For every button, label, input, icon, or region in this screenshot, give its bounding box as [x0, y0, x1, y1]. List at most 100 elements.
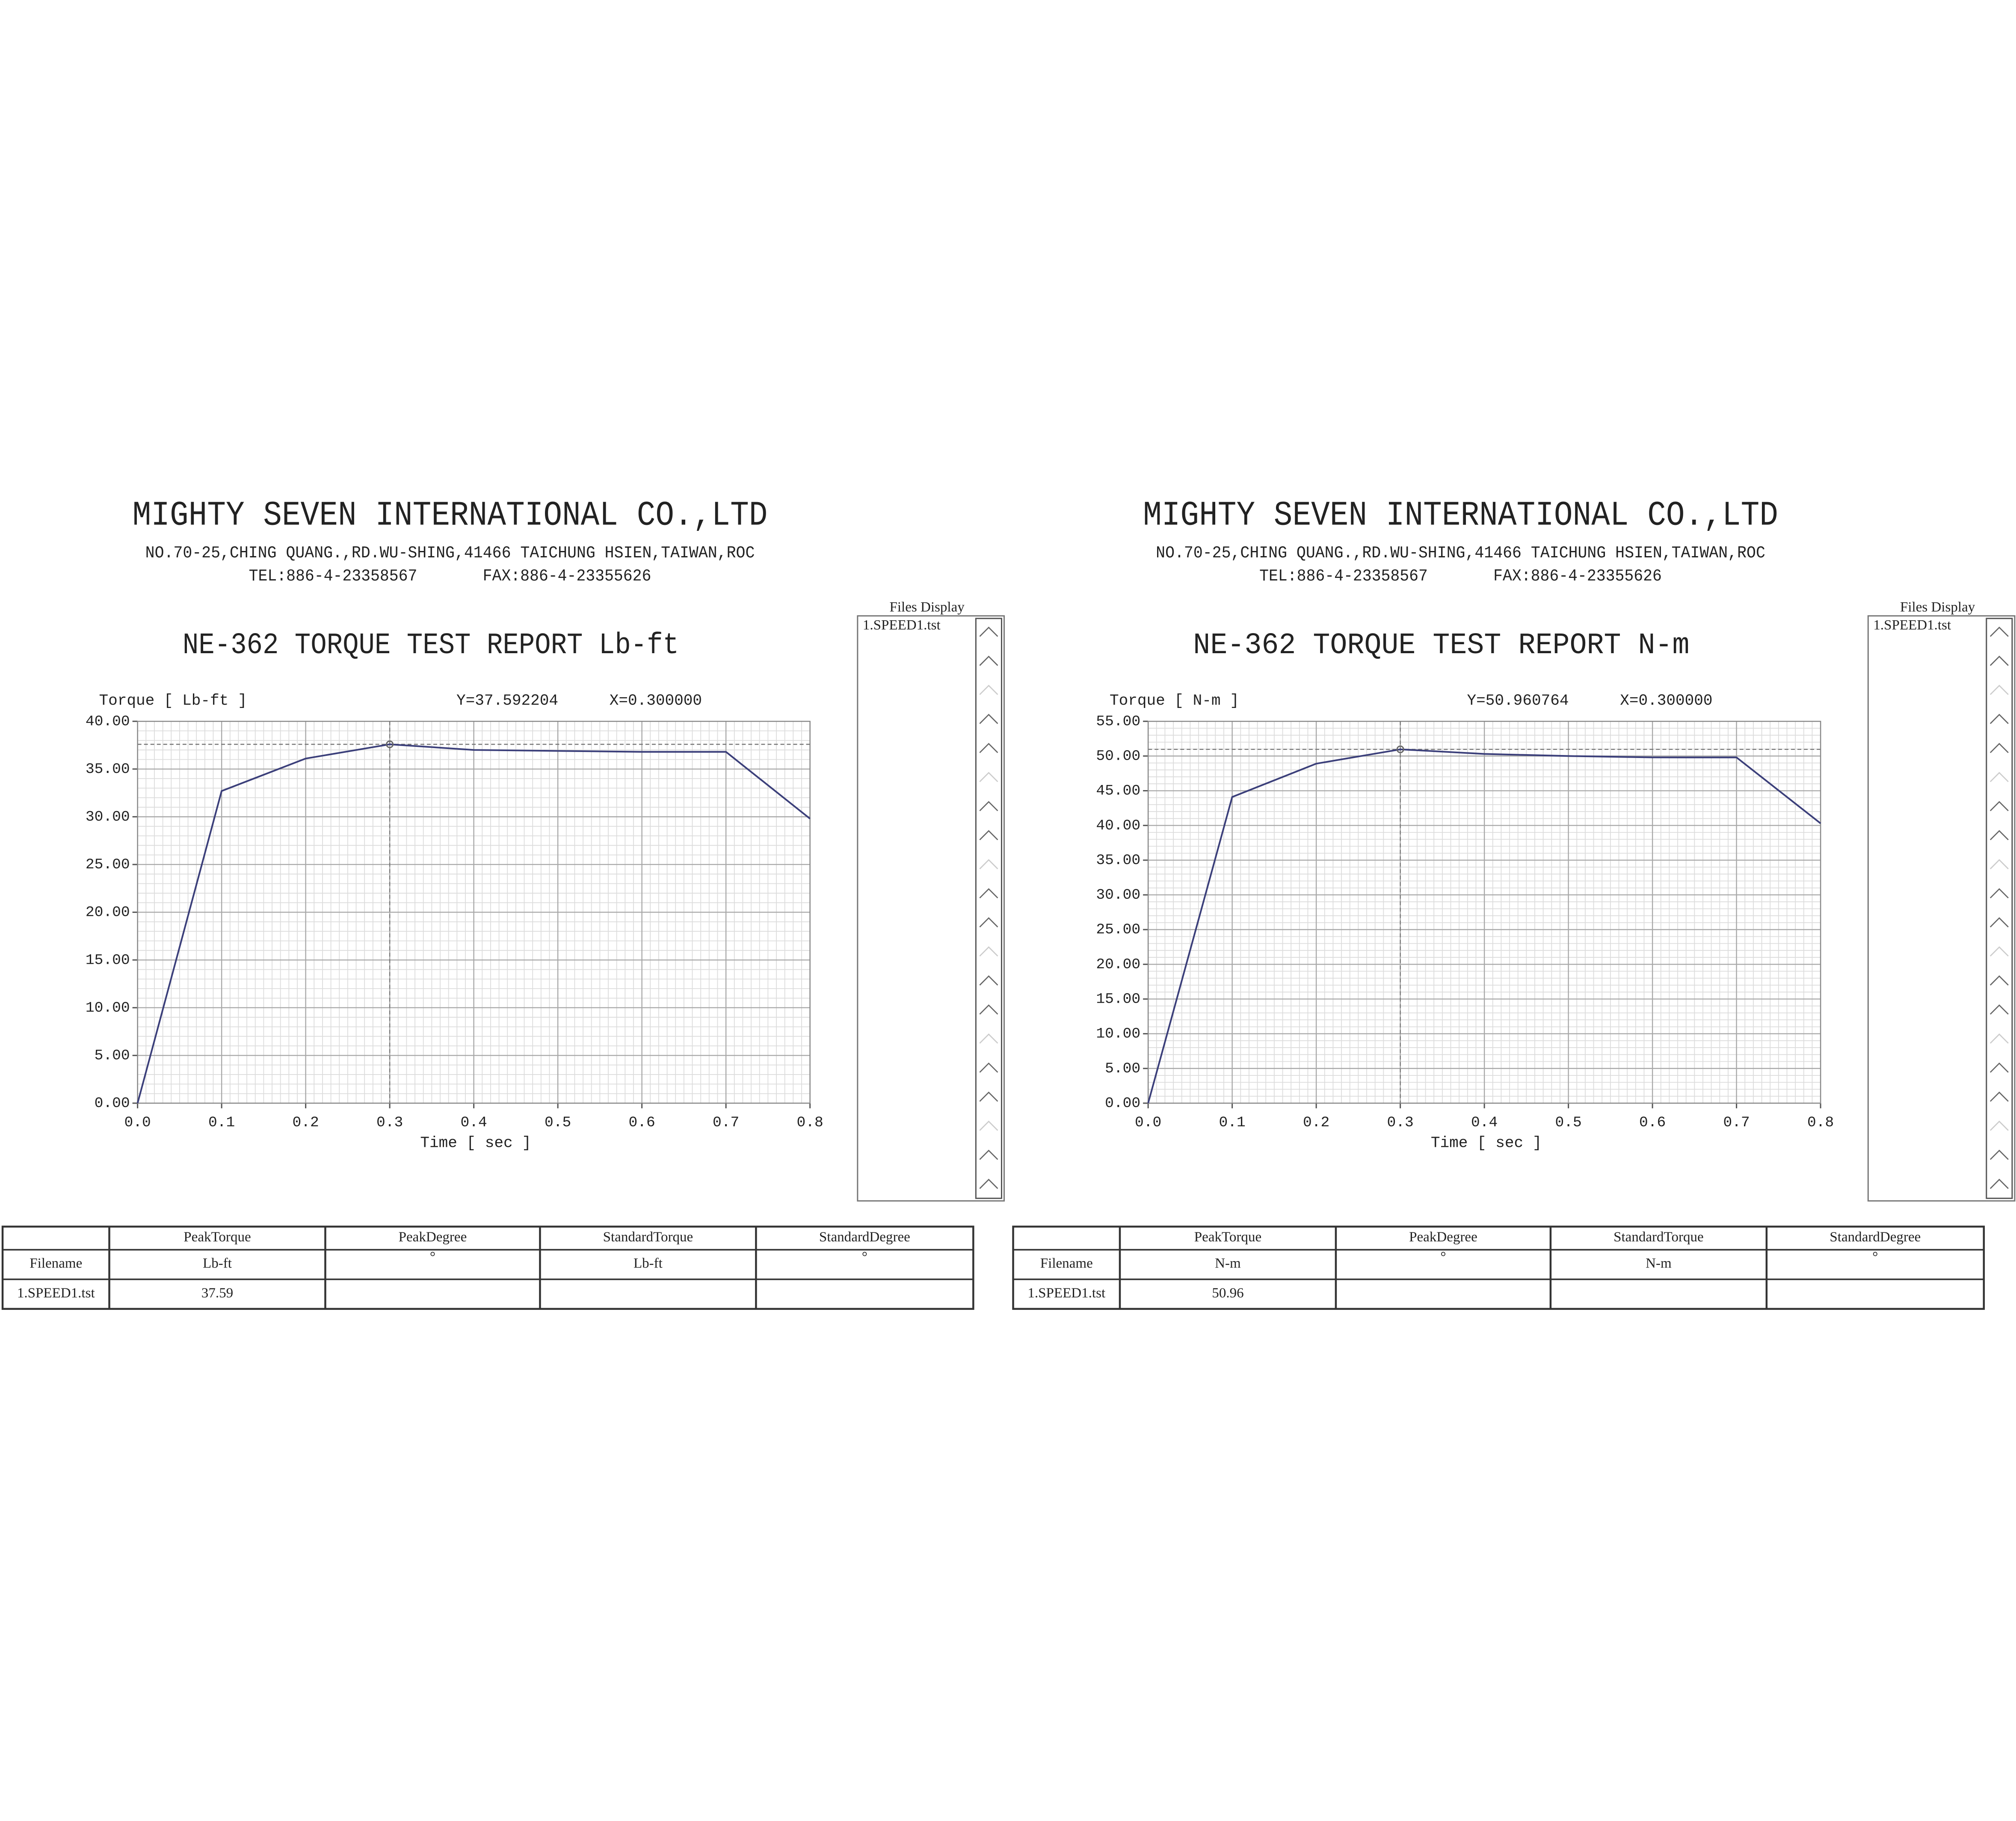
scroll-chevron [979, 888, 998, 899]
x-tick-label: 0.3 [376, 1114, 403, 1131]
x-tick-label: 0.0 [1135, 1114, 1161, 1131]
y-tick-label: 20.00 [1096, 956, 1140, 973]
scroll-chevron [1989, 655, 2009, 666]
chart-title: NE-362 TORQUE TEST REPORT N-m [1193, 628, 1689, 662]
x-tick-label: 0.1 [1219, 1114, 1246, 1131]
scroll-chevron [979, 830, 998, 841]
y-tick-label: 40.00 [86, 713, 130, 730]
unit-cell: Lb-ft [634, 1256, 663, 1271]
report-panel: MIGHTY SEVEN INTERNATIONAL CO.,LTD NO.70-… [1, 496, 1005, 1310]
table-cell: 1.SPEED1.tst [17, 1285, 95, 1301]
address: NO.70-25,CHING QUANG.,RD.WU-SHING,41466 … [145, 543, 755, 563]
x-tick-label: 0.2 [1303, 1114, 1329, 1131]
scroll-chevron [1989, 743, 2009, 753]
file-item: 1.SPEED1.tst [1873, 617, 1951, 633]
scroll-chevron [1989, 830, 2009, 841]
y-axis-label: Torque [ N-m ] [1110, 692, 1239, 710]
cursor-x-readout: X=0.300000 [1620, 692, 1712, 710]
files-display-title: Files Display [889, 599, 965, 615]
file-item: 1.SPEED1.tst [863, 617, 941, 633]
column-header: StandardTorque [603, 1229, 693, 1245]
table-cell: 1.SPEED1.tst [1027, 1285, 1105, 1301]
x-tick-label: 0.5 [545, 1114, 571, 1131]
y-axis-label: Torque [ Lb-ft ] [99, 692, 247, 710]
y-tick-label: 35.00 [86, 761, 130, 778]
y-tick-label: 30.00 [1096, 887, 1140, 903]
scroll-chevron [979, 1004, 998, 1015]
files-display-title: Files Display [1900, 599, 1975, 615]
x-tick-label: 0.8 [1807, 1114, 1834, 1131]
torque-line [1147, 748, 1821, 1104]
scroll-chevron [1989, 1149, 2009, 1160]
scroll-chevron [979, 714, 998, 724]
scroll-chevron [979, 1091, 998, 1102]
x-tick-label: 0.4 [1471, 1114, 1498, 1131]
peak-marker [386, 740, 394, 749]
scroll-chevron [979, 684, 998, 695]
plot-frame [1147, 721, 1821, 1104]
unit-cell: ° [1872, 1250, 1878, 1265]
scroll-chevron [1989, 975, 2009, 986]
scroll-chevron [979, 1149, 998, 1160]
scroll-chevron [1989, 772, 2009, 782]
column-header: PeakTorque [1194, 1229, 1261, 1245]
y-tick-label: 40.00 [1096, 817, 1140, 834]
address: NO.70-25,CHING QUANG.,RD.WU-SHING,41466 … [1156, 543, 1765, 563]
torque-line [136, 743, 811, 1104]
scroll-chevron [1989, 917, 2009, 928]
scroll-chevron [979, 743, 998, 753]
scroll-chevron [979, 1120, 998, 1131]
scroll-chevron [979, 1033, 998, 1044]
row-header: Filename [30, 1256, 82, 1271]
column-header: StandardTorque [1613, 1229, 1704, 1245]
scroll-chevron [1989, 801, 2009, 811]
scroll-chevron [1989, 946, 2009, 957]
scroll-chevron [979, 1178, 998, 1189]
company-name: MIGHTY SEVEN INTERNATIONAL CO.,LTD [1143, 496, 1778, 536]
scroll-chevron [1989, 684, 2009, 695]
unit-cell: Lb-ft [203, 1256, 232, 1271]
unit-cell: ° [430, 1250, 435, 1265]
plot-frame [137, 721, 811, 1104]
x-tick-label: 0.7 [1723, 1114, 1750, 1131]
x-tick-label: 0.1 [208, 1114, 235, 1131]
scroll-chevron [979, 772, 998, 782]
scroll-chevron [979, 1062, 998, 1073]
scroll-chevron [979, 946, 998, 957]
unit-cell: N-m [1215, 1256, 1241, 1271]
tel: TEL:886-4-23358567 [1259, 566, 1428, 586]
scroll-chevron [979, 801, 998, 811]
y-tick-label: 0.00 [1105, 1095, 1140, 1112]
scrollbar [975, 618, 1002, 1199]
y-tick-label: 25.00 [1096, 921, 1140, 938]
peak-marker [1396, 745, 1404, 753]
scroll-chevron [1989, 1033, 2009, 1044]
x-tick-label: 0.3 [1387, 1114, 1414, 1131]
y-tick-label: 30.00 [86, 809, 130, 826]
scroll-chevron [1989, 626, 2009, 637]
column-header: PeakDegree [1409, 1229, 1477, 1245]
scroll-chevron [979, 655, 998, 666]
scroll-chevron [979, 626, 998, 637]
table-frame [1, 1226, 974, 1310]
fax: FAX:886-4-23355626 [1493, 566, 1662, 586]
cursor-x-readout: X=0.300000 [610, 692, 702, 710]
report-panel: MIGHTY SEVEN INTERNATIONAL CO.,LTD NO.70-… [1012, 496, 2016, 1310]
y-tick-label: 50.00 [1096, 748, 1140, 764]
company-name: MIGHTY SEVEN INTERNATIONAL CO.,LTD [133, 496, 768, 536]
row-header: Filename [1040, 1256, 1093, 1271]
scroll-chevron [979, 859, 998, 870]
y-tick-label: 5.00 [95, 1047, 130, 1064]
y-tick-label: 10.00 [1096, 1026, 1140, 1042]
x-tick-label: 0.2 [293, 1114, 319, 1131]
column-header: PeakTorque [184, 1229, 251, 1245]
y-tick-label: 0.00 [95, 1095, 130, 1112]
table-frame [1012, 1226, 1985, 1310]
y-tick-label: 5.00 [1105, 1060, 1140, 1077]
x-tick-label: 0.6 [1639, 1114, 1666, 1131]
table-cell: 50.96 [1212, 1285, 1243, 1301]
scroll-chevron [1989, 888, 2009, 899]
x-axis-label: Time [ sec ] [1431, 1134, 1542, 1152]
column-header: PeakDegree [399, 1229, 467, 1245]
